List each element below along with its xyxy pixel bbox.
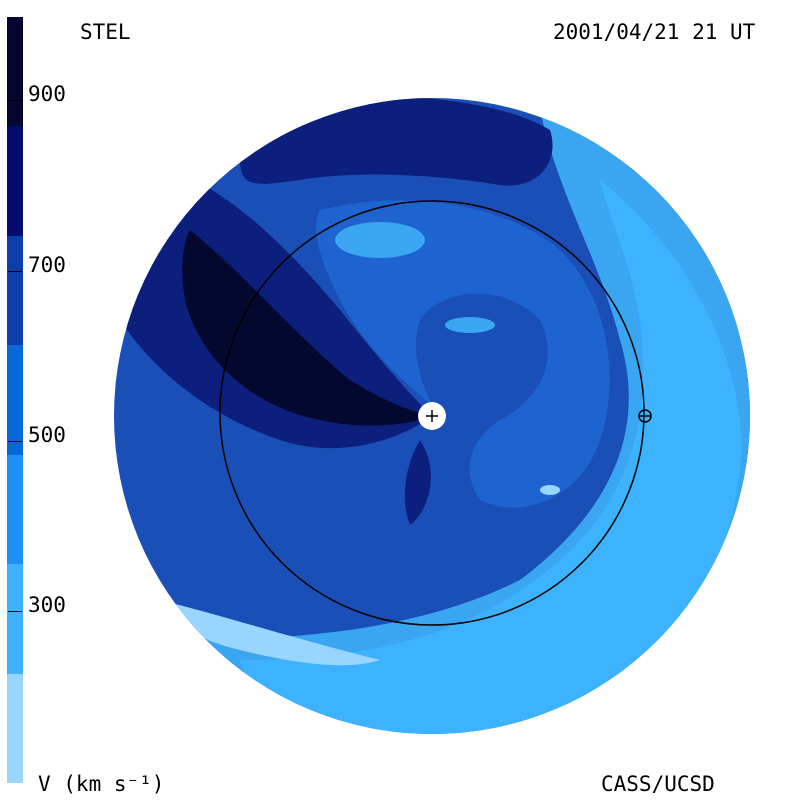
earth-orbit-circle [219,200,645,626]
colorbar-tick-300 [8,611,22,612]
dark-trough-south [404,440,431,525]
medium-region-center [316,200,610,508]
velocity-colorbar [7,17,23,783]
credit-label: CASS/UCSD [601,772,715,796]
colorbar-segment [7,454,23,565]
colorbar-segment [7,17,23,127]
lightest-streak-southwest [160,600,380,666]
colorbar-tick-700 [8,271,22,272]
colorbar-segment [7,345,23,455]
timestamp: 2001/04/21 21 UT [553,20,756,44]
velocity-unit-label: V (km s⁻¹) [38,772,165,796]
colorbar-label-500: 500 [28,423,66,447]
light-cell-center [445,317,495,333]
colorbar-segment [7,564,23,674]
colorbar-segment [7,673,23,783]
colorbar-segment [7,235,23,346]
colorbar-tick-500 [8,441,22,442]
colorbar-segment [7,126,23,236]
lighter-region-south [240,180,742,734]
colorbar-label-300: 300 [28,593,66,617]
darkest-arm-west [182,230,432,426]
colorbar-label-700: 700 [28,253,66,277]
instrument-title: STEL [80,20,131,44]
light-cell-north [335,222,425,258]
light-cell-east [540,485,560,495]
colorbar-label-900: 900 [28,82,66,106]
colorbar-tick-900 [8,100,22,101]
